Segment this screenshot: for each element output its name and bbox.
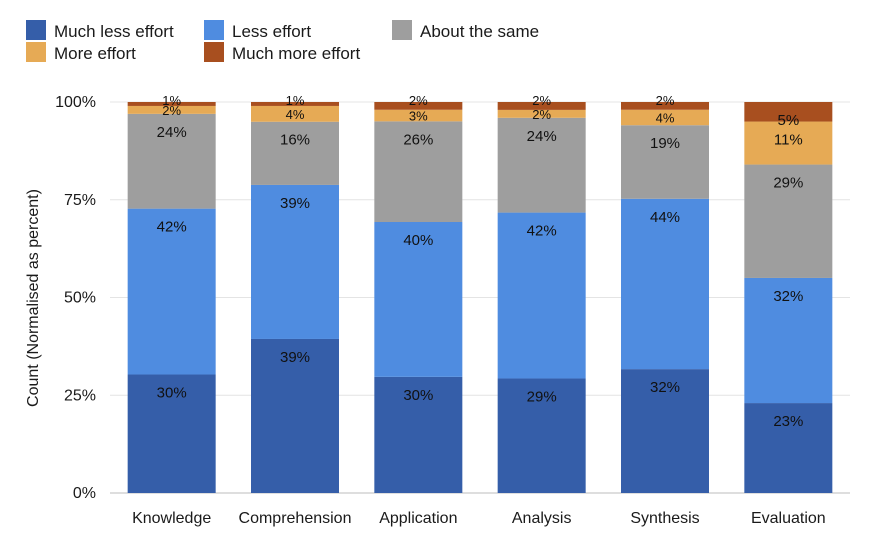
data-label: 24% [157,124,187,141]
bar-segment [744,164,833,278]
bar-segment [744,102,833,122]
legend-swatch [26,42,46,62]
data-label: 29% [773,175,803,192]
bar-segment [621,198,709,370]
y-tick-label: 100% [55,94,96,111]
data-label: 24% [527,128,557,145]
data-label: 42% [527,223,557,240]
data-label: 19% [650,135,680,152]
data-label: 2% [162,103,181,118]
x-tick-label: Comprehension [239,510,352,527]
bar-segment [744,277,833,404]
bar-segment [621,109,709,126]
data-label: 2% [532,93,551,108]
data-label: 30% [157,385,187,402]
x-tick-label: Synthesis [630,510,699,527]
data-label: 44% [650,209,680,226]
bar-segment [251,102,339,106]
legend-label: Much less effort [54,22,174,41]
bar-segment [621,369,709,493]
legend-label: Much more effort [232,44,360,63]
data-label: 4% [656,110,675,125]
data-label: 3% [409,109,428,124]
bars [127,102,833,493]
data-label: 4% [286,107,305,122]
bar-segment [251,338,339,493]
legend-label: More effort [54,44,136,63]
legend-label: About the same [420,22,539,41]
y-axis-ticks: 0% 25% 50% 75% 100% [55,94,96,502]
bar-segment [374,376,463,493]
data-label: 2% [409,93,428,108]
y-tick-label: 75% [64,192,96,209]
bar-segment [127,102,216,106]
bar-segment [374,102,463,110]
legend-item: Much more effort [204,42,360,63]
bar-segment [497,109,586,118]
bar-segment [744,403,833,493]
data-label: 5% [777,112,799,129]
data-label: 32% [773,288,803,305]
legend-item: Much less effort [26,20,174,41]
legend-swatch [26,20,46,40]
data-label: 42% [157,219,187,236]
bar-segment [127,105,216,114]
bar-segment [374,222,463,377]
bar-segment [374,121,463,223]
bar-segment [374,109,463,122]
y-tick-label: 25% [64,387,96,404]
bar-segment [621,125,709,199]
legend-swatch [392,20,412,40]
x-tick-label: Knowledge [132,510,211,527]
bar-segment [497,102,586,110]
data-label: 39% [280,349,310,366]
legend-item: More effort [26,42,136,63]
x-tick-label: Evaluation [751,510,826,527]
data-label: 32% [650,379,680,396]
data-label: 26% [403,131,433,148]
data-label: 11% [774,132,803,149]
data-label: 16% [280,132,310,149]
data-label: 30% [403,387,433,404]
bar-segment [127,374,216,493]
bar-segment [497,117,586,213]
y-axis-title: Count (Normalised as percent) [25,189,42,407]
legend-swatch [204,42,224,62]
data-label: 2% [656,93,675,108]
bar-segment [497,212,586,379]
x-tick-label: Analysis [512,510,572,527]
data-label: 40% [403,232,433,249]
data-label: 29% [527,388,557,405]
bar-segment [744,121,833,165]
legend: Much less effort Less effort About the sam… [26,20,539,63]
bar-segment [621,102,709,110]
y-tick-label: 50% [64,290,96,307]
legend-item: Less effort [204,20,311,41]
gridlines [110,101,850,494]
bar-segment [127,208,216,375]
data-labels: 30%42%24%2%1%39%39%16%4%1%30%40%26%3%2%2… [157,93,804,430]
x-tick-label: Application [379,510,457,527]
bar-segment [127,113,216,209]
legend-label: Less effort [232,22,311,41]
bar-segment [251,105,339,122]
x-axis-ticks: Knowledge Comprehension Application Analysi… [132,510,826,527]
y-tick-label: 0% [73,485,96,502]
bar-segment [497,378,586,493]
data-label: 2% [532,107,551,122]
legend-item: About the same [392,20,539,41]
data-label: 1% [286,93,305,108]
bar-segment [251,184,339,339]
data-label: 39% [280,195,310,212]
data-label: 23% [773,413,803,430]
legend-swatch [204,20,224,40]
bar-segment [251,121,339,185]
data-label: 1% [162,93,181,108]
